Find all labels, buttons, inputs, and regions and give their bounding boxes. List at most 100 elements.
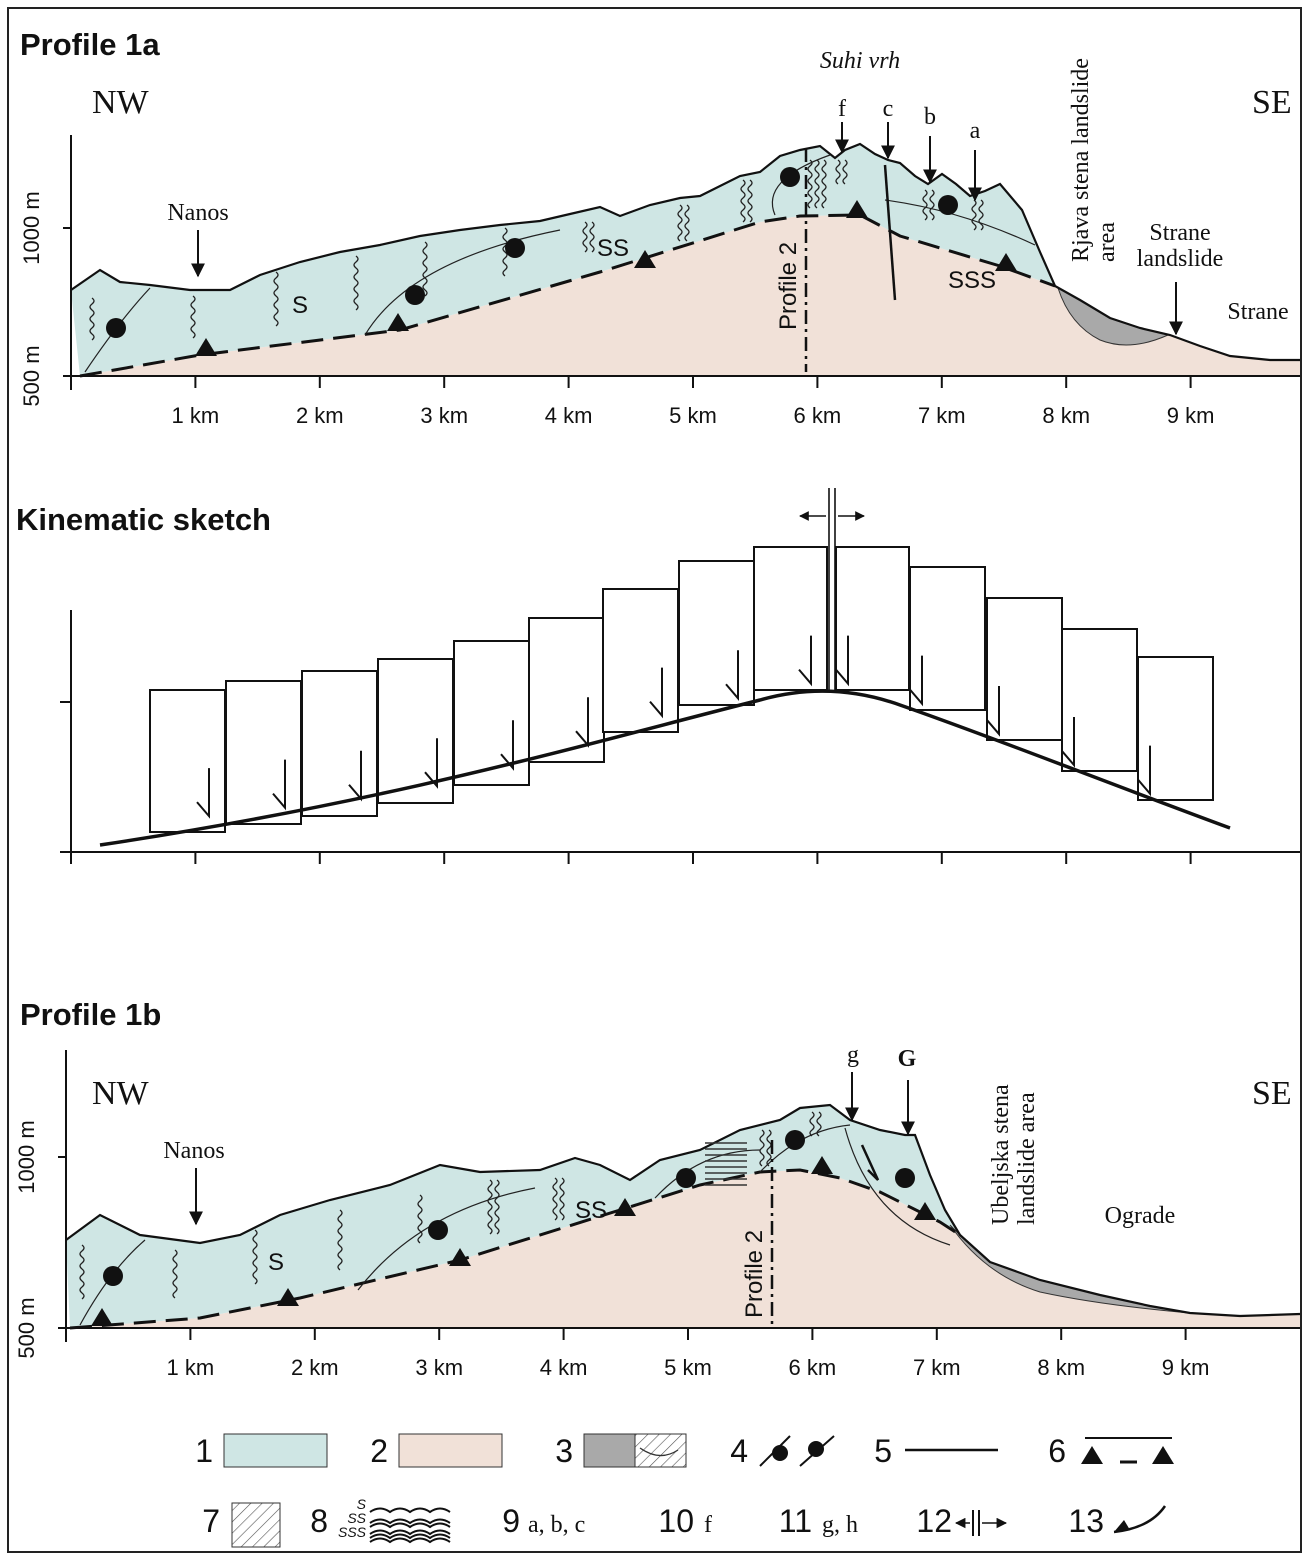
- legend-text: a, b, c: [528, 1512, 585, 1538]
- place-label: Strane: [1149, 220, 1210, 246]
- legend-text: f: [704, 1512, 712, 1538]
- slip-arrow: [1137, 745, 1151, 797]
- legend-zone-label: SS: [347, 1510, 366, 1526]
- landslide-area-label: Rjava stena landslide: [1068, 58, 1094, 262]
- deformation-squiggle: [89, 297, 95, 341]
- thrust-triangle: [277, 1288, 299, 1306]
- x-axis-label: 8 km: [1037, 1355, 1085, 1380]
- fault-line: [771, 154, 831, 216]
- legend-symbol: [369, 1518, 451, 1525]
- summit-label: Suhi vrh: [820, 48, 900, 74]
- fault-dot: [405, 285, 425, 305]
- deformation-squiggle: [552, 1177, 558, 1221]
- thrust-triangle: [995, 253, 1017, 271]
- bedrock-flysch: [71, 215, 1300, 376]
- y-axis-label: 1000 m: [19, 191, 44, 264]
- crustal-block: [835, 546, 910, 691]
- profile-title: Profile 1b: [20, 997, 161, 1032]
- slip-arrow: [1061, 717, 1075, 768]
- deformation-squiggle: [842, 159, 848, 185]
- x-axis-label: 8 km: [1042, 403, 1090, 428]
- legend-symbol: [369, 1522, 451, 1529]
- deformation-squiggle: [971, 199, 977, 231]
- legend-swatch: [583, 1433, 636, 1468]
- slip-arrow: [860, 1144, 880, 1181]
- legend-text: g, h: [822, 1512, 858, 1538]
- arrow-label: G: [898, 1046, 917, 1072]
- x-axis-label: 2 km: [291, 1355, 339, 1380]
- deformation-squiggle: [821, 159, 827, 209]
- frame: [7, 7, 1302, 1553]
- deformation-squiggle: [814, 159, 820, 209]
- x-axis-label: 3 km: [415, 1355, 463, 1380]
- arrow-label: c: [883, 96, 894, 122]
- arrow-label: a: [970, 118, 981, 144]
- thrust-base: [79, 213, 1056, 378]
- deformation-squiggle: [273, 271, 279, 327]
- fault-dot: [938, 195, 958, 215]
- deformation-squiggle: [589, 221, 595, 253]
- bedrock-flysch: [66, 1170, 1300, 1328]
- x-axis-label: 1 km: [172, 403, 220, 428]
- arrow-label: b: [924, 104, 936, 130]
- place-label: Nanos: [167, 200, 228, 226]
- basal-surface: [99, 689, 1231, 847]
- slip-arrow: [909, 655, 923, 707]
- zone-label: SSS: [948, 267, 996, 294]
- terrain-surface: [65, 1103, 1301, 1318]
- legend-number: 11: [779, 1503, 812, 1539]
- legend-symbol: [1114, 1520, 1130, 1532]
- slip-arrow: [196, 768, 210, 819]
- place-label: Strane: [1227, 299, 1288, 325]
- deformation-squiggle: [740, 179, 746, 223]
- deformation-squiggle: [337, 1209, 343, 1271]
- profile-marker: Profile 2: [775, 242, 802, 330]
- legend-swatch: [223, 1433, 328, 1468]
- legend-number: 13: [1068, 1503, 1104, 1539]
- deformation-squiggle: [816, 1111, 822, 1137]
- slip-arrow: [500, 720, 514, 771]
- zone-label: SS: [597, 235, 629, 262]
- legend-zone-label: SSS: [338, 1524, 367, 1540]
- y-axis-label: 500 m: [19, 345, 44, 406]
- x-axis-label: 5 km: [669, 403, 717, 428]
- thrust-triangle: [1152, 1446, 1174, 1464]
- slip-arrow: [424, 738, 438, 789]
- arrow-label: f: [838, 96, 846, 122]
- legend-symbol: [808, 1441, 824, 1457]
- place-label: landslide: [1137, 246, 1224, 272]
- deformation-squiggle: [759, 1129, 765, 1167]
- y-axis-label: 500 m: [14, 1297, 39, 1358]
- crustal-block: [602, 588, 679, 733]
- slip-arrow: [725, 650, 739, 701]
- legend-symbol: [369, 1533, 451, 1540]
- crustal-block: [528, 617, 605, 763]
- sketch-title: Kinematic sketch: [16, 502, 271, 537]
- legend-number: 4: [730, 1433, 748, 1469]
- deformation-squiggle: [582, 221, 588, 253]
- deformation-squiggle: [252, 1229, 258, 1285]
- legend-symbol: [369, 1529, 451, 1536]
- crustal-block: [225, 680, 302, 825]
- legend-symbol: [369, 1507, 451, 1514]
- fault-dot: [780, 167, 800, 187]
- fault-line: [844, 1127, 951, 1246]
- x-axis-label: 6 km: [789, 1355, 837, 1380]
- deformation-squiggle: [79, 1244, 85, 1300]
- deformation-squiggle: [766, 1129, 772, 1167]
- fault-dot: [785, 1130, 805, 1150]
- thrust-triangle: [449, 1248, 471, 1266]
- slip-arrow: [272, 759, 286, 811]
- x-axis-label: 3 km: [420, 403, 468, 428]
- deformation-squiggle: [417, 1194, 423, 1244]
- x-axis-label: 9 km: [1162, 1355, 1210, 1380]
- legend-number: 1: [195, 1433, 213, 1469]
- arrow-label: g: [847, 1042, 859, 1068]
- x-axis-label: 7 km: [913, 1355, 961, 1380]
- deformation-squiggle: [978, 199, 984, 231]
- direction-label: NW: [92, 1075, 150, 1112]
- profile-title: Profile 1a: [20, 27, 160, 62]
- deformation-squiggle: [494, 1179, 500, 1235]
- legend-number: 3: [555, 1433, 573, 1469]
